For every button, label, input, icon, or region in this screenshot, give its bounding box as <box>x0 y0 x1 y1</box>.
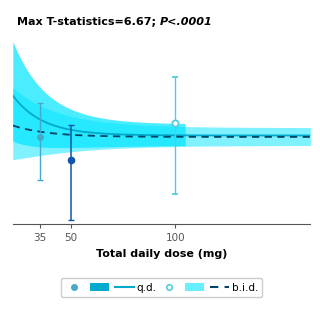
X-axis label: Total daily dose (mg): Total daily dose (mg) <box>96 249 227 259</box>
Text: P<.0001: P<.0001 <box>160 17 213 28</box>
Title: Max T-statistics=6.67; P<.0001: Max T-statistics=6.67; P<.0001 <box>0 319 1 320</box>
Text: Max T-statistics=6.67;: Max T-statistics=6.67; <box>17 17 160 28</box>
Legend: , , q.d., , , b.i.d.: , , q.d., , , b.i.d. <box>61 278 262 297</box>
